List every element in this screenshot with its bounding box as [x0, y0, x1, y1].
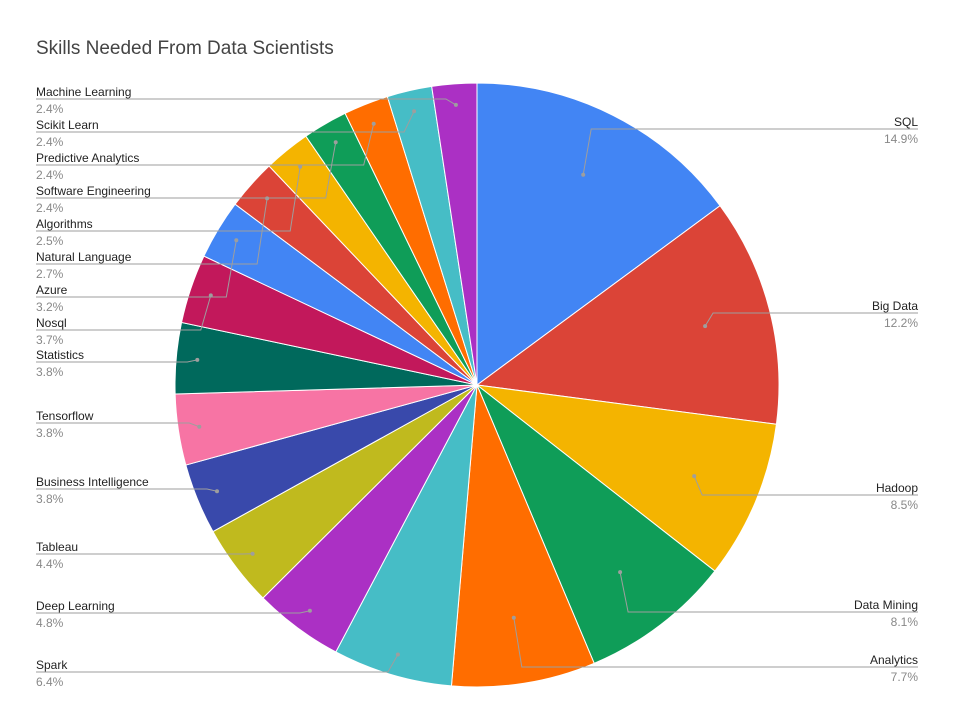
callout-labels: SQL 14.9% Big Data 12.2% Hadoop 8.5% Data Mini… [36, 85, 918, 689]
slice-machine-learning [431, 82, 478, 386]
slice-label-business-intelligence: Business Intelligence [36, 475, 149, 489]
leader-line-hadoop [693, 475, 918, 496]
slice-label-tensorflow: Tensorflow [36, 409, 94, 423]
leader-line-nosql [36, 295, 212, 331]
slice-percent-sql: 14.9% [884, 132, 918, 146]
pie-slices [174, 82, 780, 688]
slice-percent-data-mining: 8.1% [891, 615, 919, 629]
slice-label-analytics: Analytics [870, 653, 918, 667]
slice-label-software-engineering: Software Engineering [36, 184, 151, 198]
leader-line-spark [36, 654, 399, 673]
slice-label-algorithms: Algorithms [36, 217, 93, 231]
slice-analytics [450, 384, 595, 688]
leader-line-business-intelligence [36, 488, 218, 492]
slice-label-azure: Azure [36, 283, 68, 297]
leader-line-analytics [513, 617, 918, 668]
slice-percent-statistics: 3.8% [36, 365, 64, 379]
leader-line-statistics [36, 359, 198, 363]
leader-line-azure [36, 240, 237, 298]
slice-label-natural-language: Natural Language [36, 250, 132, 264]
slice-percent-big-data: 12.2% [884, 316, 918, 330]
slice-label-scikit-learn: Scikit Learn [36, 118, 99, 132]
slice-percent-algorithms: 2.5% [36, 234, 64, 248]
leader-line-predictive-analytics [36, 123, 375, 166]
slice-spark [335, 384, 478, 687]
leader-line-deep-learning [36, 610, 311, 614]
leader-line-natural-language [36, 198, 268, 265]
slice-sql [476, 82, 721, 386]
slice-big-data [475, 205, 780, 425]
slice-percent-deep-learning: 4.8% [36, 616, 64, 630]
slice-percent-software-engineering: 2.4% [36, 201, 64, 215]
slice-percent-tensorflow: 3.8% [36, 426, 64, 440]
slice-label-nosql: Nosql [36, 316, 67, 330]
slice-percent-machine-learning: 2.4% [36, 102, 64, 116]
leader-line-tensorflow [36, 422, 200, 428]
slice-percent-spark: 6.4% [36, 675, 64, 689]
slice-label-predictive-analytics: Predictive Analytics [36, 151, 139, 165]
leader-line-data-mining [619, 572, 918, 613]
leader-line-algorithms [36, 166, 301, 232]
leader-line-sql [582, 128, 918, 175]
slice-label-data-mining: Data Mining [854, 598, 918, 612]
slice-label-hadoop: Hadoop [876, 481, 918, 495]
slice-label-statistics: Statistics [36, 348, 84, 362]
leader-line-machine-learning [36, 98, 457, 106]
slice-label-big-data: Big Data [872, 299, 918, 313]
slice-percent-predictive-analytics: 2.4% [36, 168, 64, 182]
slice-label-sql: SQL [894, 115, 918, 129]
chart-title: Skills Needed From Data Scientists [36, 38, 334, 59]
slice-label-machine-learning: Machine Learning [36, 85, 131, 99]
leader-line-software-engineering [36, 142, 337, 199]
slice-percent-natural-language: 2.7% [36, 267, 64, 281]
slice-percent-tableau: 4.4% [36, 557, 64, 571]
slice-percent-business-intelligence: 3.8% [36, 492, 64, 506]
slice-percent-analytics: 7.7% [891, 670, 919, 684]
slice-hadoop [475, 384, 778, 572]
slice-percent-hadoop: 8.5% [891, 498, 919, 512]
slice-percent-nosql: 3.7% [36, 333, 64, 347]
slice-data-mining [475, 383, 716, 664]
callout-leaders [36, 98, 918, 673]
slice-percent-scikit-learn: 2.4% [36, 135, 64, 149]
slice-label-spark: Spark [36, 658, 68, 672]
leader-line-scikit-learn [36, 111, 415, 133]
slice-label-deep-learning: Deep Learning [36, 599, 115, 613]
slice-label-tableau: Tableau [36, 540, 78, 554]
leader-line-big-data [704, 312, 918, 327]
slice-percent-azure: 3.2% [36, 300, 64, 314]
